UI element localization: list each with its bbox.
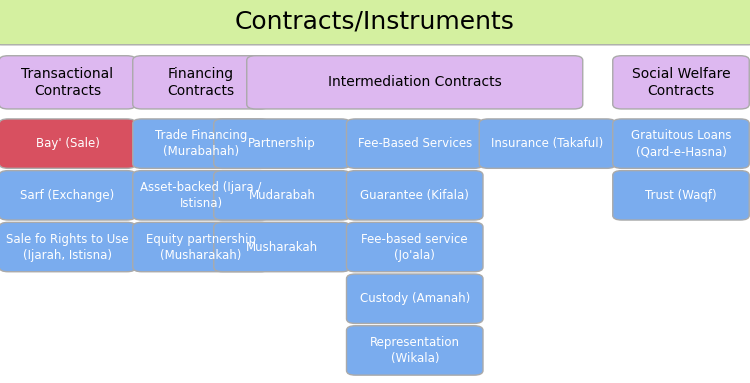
FancyBboxPatch shape (214, 119, 350, 169)
FancyBboxPatch shape (214, 222, 350, 272)
FancyBboxPatch shape (133, 119, 269, 169)
FancyBboxPatch shape (0, 171, 136, 220)
Text: Mudarabah: Mudarabah (248, 189, 316, 202)
FancyBboxPatch shape (247, 56, 583, 109)
FancyBboxPatch shape (346, 171, 483, 220)
FancyBboxPatch shape (0, 119, 136, 169)
Text: Guarantee (Kifala): Guarantee (Kifala) (360, 189, 470, 202)
Text: Financing
Contracts: Financing Contracts (167, 67, 235, 98)
FancyBboxPatch shape (0, 0, 750, 45)
Text: Asset-backed (Ijara /
Istisna): Asset-backed (Ijara / Istisna) (140, 181, 262, 210)
Text: Custody (Amanah): Custody (Amanah) (360, 292, 470, 305)
FancyBboxPatch shape (133, 171, 269, 220)
Text: Sarf (Exchange): Sarf (Exchange) (20, 189, 115, 202)
Text: Intermediation Contracts: Intermediation Contracts (328, 75, 502, 89)
Text: Fee-based service
(Jo'ala): Fee-based service (Jo'ala) (362, 232, 468, 262)
FancyBboxPatch shape (613, 171, 749, 220)
Text: Social Welfare
Contracts: Social Welfare Contracts (632, 67, 730, 98)
FancyBboxPatch shape (214, 171, 350, 220)
Text: Contracts/Instruments: Contracts/Instruments (235, 9, 515, 33)
Text: Insurance (Takaful): Insurance (Takaful) (491, 137, 604, 150)
Text: Fee-Based Services: Fee-Based Services (358, 137, 472, 150)
Text: Gratuitous Loans
(Qard-e-Hasna): Gratuitous Loans (Qard-e-Hasna) (631, 129, 731, 158)
FancyBboxPatch shape (0, 56, 136, 109)
Text: Representation
(Wikala): Representation (Wikala) (370, 336, 460, 365)
FancyBboxPatch shape (133, 56, 269, 109)
FancyBboxPatch shape (479, 119, 616, 169)
Text: Equity partnership
(Musharakah): Equity partnership (Musharakah) (146, 232, 256, 262)
FancyBboxPatch shape (346, 274, 483, 323)
Text: Transactional
Contracts: Transactional Contracts (22, 67, 113, 98)
Text: Bay' (Sale): Bay' (Sale) (35, 137, 100, 150)
FancyBboxPatch shape (133, 222, 269, 272)
FancyBboxPatch shape (613, 56, 749, 109)
Text: Partnership: Partnership (248, 137, 316, 150)
Text: Sale fo Rights to Use
(Ijarah, Istisna): Sale fo Rights to Use (Ijarah, Istisna) (6, 232, 129, 262)
Text: Trade Financing
(Murabahah): Trade Financing (Murabahah) (154, 129, 248, 158)
FancyBboxPatch shape (346, 222, 483, 272)
FancyBboxPatch shape (613, 119, 749, 169)
FancyBboxPatch shape (346, 119, 483, 169)
FancyBboxPatch shape (0, 222, 136, 272)
FancyBboxPatch shape (346, 326, 483, 375)
Text: Trust (Waqf): Trust (Waqf) (645, 189, 717, 202)
Text: Musharakah: Musharakah (246, 241, 318, 254)
